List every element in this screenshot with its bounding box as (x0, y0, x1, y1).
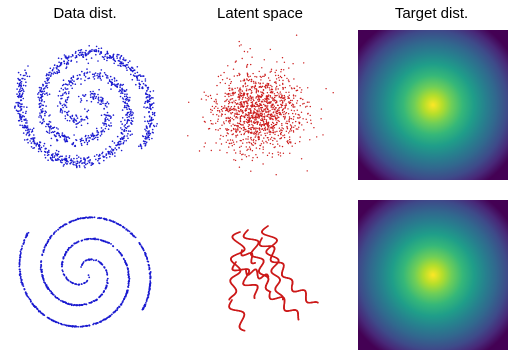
latent-space-curves-panel (228, 225, 319, 332)
latent-space-point-cloud-panel (187, 34, 334, 176)
data-dist-title: Data dist. (53, 5, 117, 22)
target-dist-heatmap-top (358, 30, 508, 180)
target-dist-title: Target dist. (394, 5, 469, 22)
data-dist-clean-spiral-panel (18, 216, 152, 328)
data-dist-noisy-spiral-panel (14, 45, 158, 169)
target-dist-heatmap-bottom (358, 200, 508, 350)
latent-space-title: Latent space (217, 5, 303, 22)
